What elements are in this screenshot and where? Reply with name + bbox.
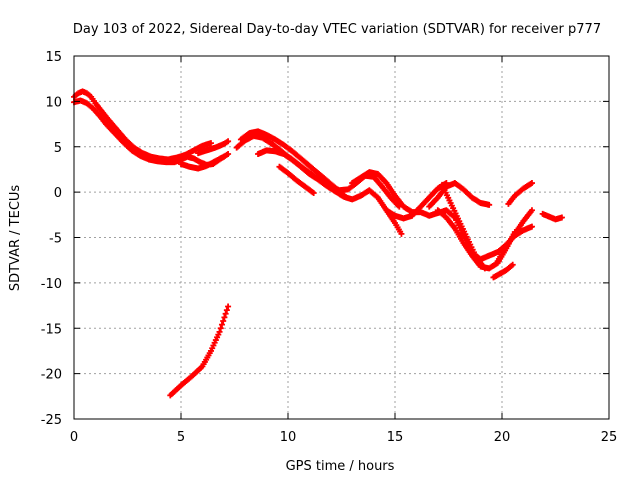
data-point bbox=[486, 201, 493, 208]
data-point bbox=[225, 138, 232, 145]
y-axis-title: SDTVAR / TECUs bbox=[8, 185, 23, 292]
y-tick-label: -5 bbox=[49, 232, 62, 247]
x-tick-label: 5 bbox=[177, 430, 185, 445]
x-tick-label: 15 bbox=[387, 430, 404, 445]
data-point bbox=[223, 307, 230, 314]
data-point bbox=[221, 314, 228, 321]
series-track-p bbox=[494, 207, 535, 265]
data-point bbox=[222, 310, 229, 317]
y-tick-label: -25 bbox=[41, 413, 62, 428]
x-axis-title: GPS time / hours bbox=[286, 459, 395, 474]
series-track-l bbox=[434, 207, 518, 272]
series-track-o bbox=[505, 180, 535, 207]
data-point bbox=[225, 303, 232, 310]
series-track-h bbox=[276, 163, 317, 197]
series-track-a bbox=[71, 88, 214, 163]
series-track-m bbox=[439, 181, 488, 272]
y-axis: -25 -20 -15 -10 -5 0 5 10 15 bbox=[41, 50, 609, 428]
grid-lines bbox=[74, 56, 609, 419]
data-point bbox=[558, 214, 565, 221]
data-point bbox=[310, 190, 317, 197]
series-track-b bbox=[71, 97, 227, 168]
x-tick-label: 20 bbox=[494, 430, 511, 445]
data-point bbox=[217, 325, 224, 332]
series-track-n bbox=[490, 261, 516, 281]
y-tick-label: -10 bbox=[41, 277, 62, 292]
series-track-j bbox=[383, 180, 450, 222]
series-track-d bbox=[195, 138, 232, 157]
chart-title: Day 103 of 2022, Sidereal Day-to-day VTE… bbox=[73, 22, 601, 37]
data-point bbox=[509, 261, 516, 268]
series-track-q bbox=[539, 210, 565, 223]
data-point bbox=[225, 151, 232, 158]
y-tick-label: 15 bbox=[45, 50, 62, 65]
x-tick-label: 0 bbox=[70, 430, 78, 445]
data-point bbox=[207, 140, 214, 147]
series-track-c bbox=[178, 151, 232, 172]
x-axis: 0 5 10 15 20 25 bbox=[70, 56, 617, 445]
x-tick-label: 10 bbox=[280, 430, 297, 445]
data-point bbox=[218, 321, 225, 328]
y-tick-label: 0 bbox=[54, 186, 62, 201]
data-point bbox=[528, 207, 535, 214]
y-tick-label: -15 bbox=[41, 322, 62, 337]
y-tick-label: 10 bbox=[45, 95, 62, 110]
y-tick-label: 5 bbox=[54, 141, 62, 156]
series-track-r bbox=[167, 303, 232, 399]
data-point bbox=[528, 223, 535, 230]
series-track-f bbox=[237, 128, 347, 198]
y-tick-label: -20 bbox=[41, 368, 62, 383]
data-point bbox=[398, 230, 405, 237]
data-point bbox=[481, 265, 488, 272]
x-tick-label: 25 bbox=[601, 430, 618, 445]
series-track-k bbox=[426, 180, 493, 210]
data-points bbox=[71, 88, 565, 399]
data-point bbox=[220, 317, 227, 324]
data-point bbox=[528, 180, 535, 187]
series-track-g bbox=[255, 147, 405, 237]
data-point bbox=[216, 328, 223, 335]
